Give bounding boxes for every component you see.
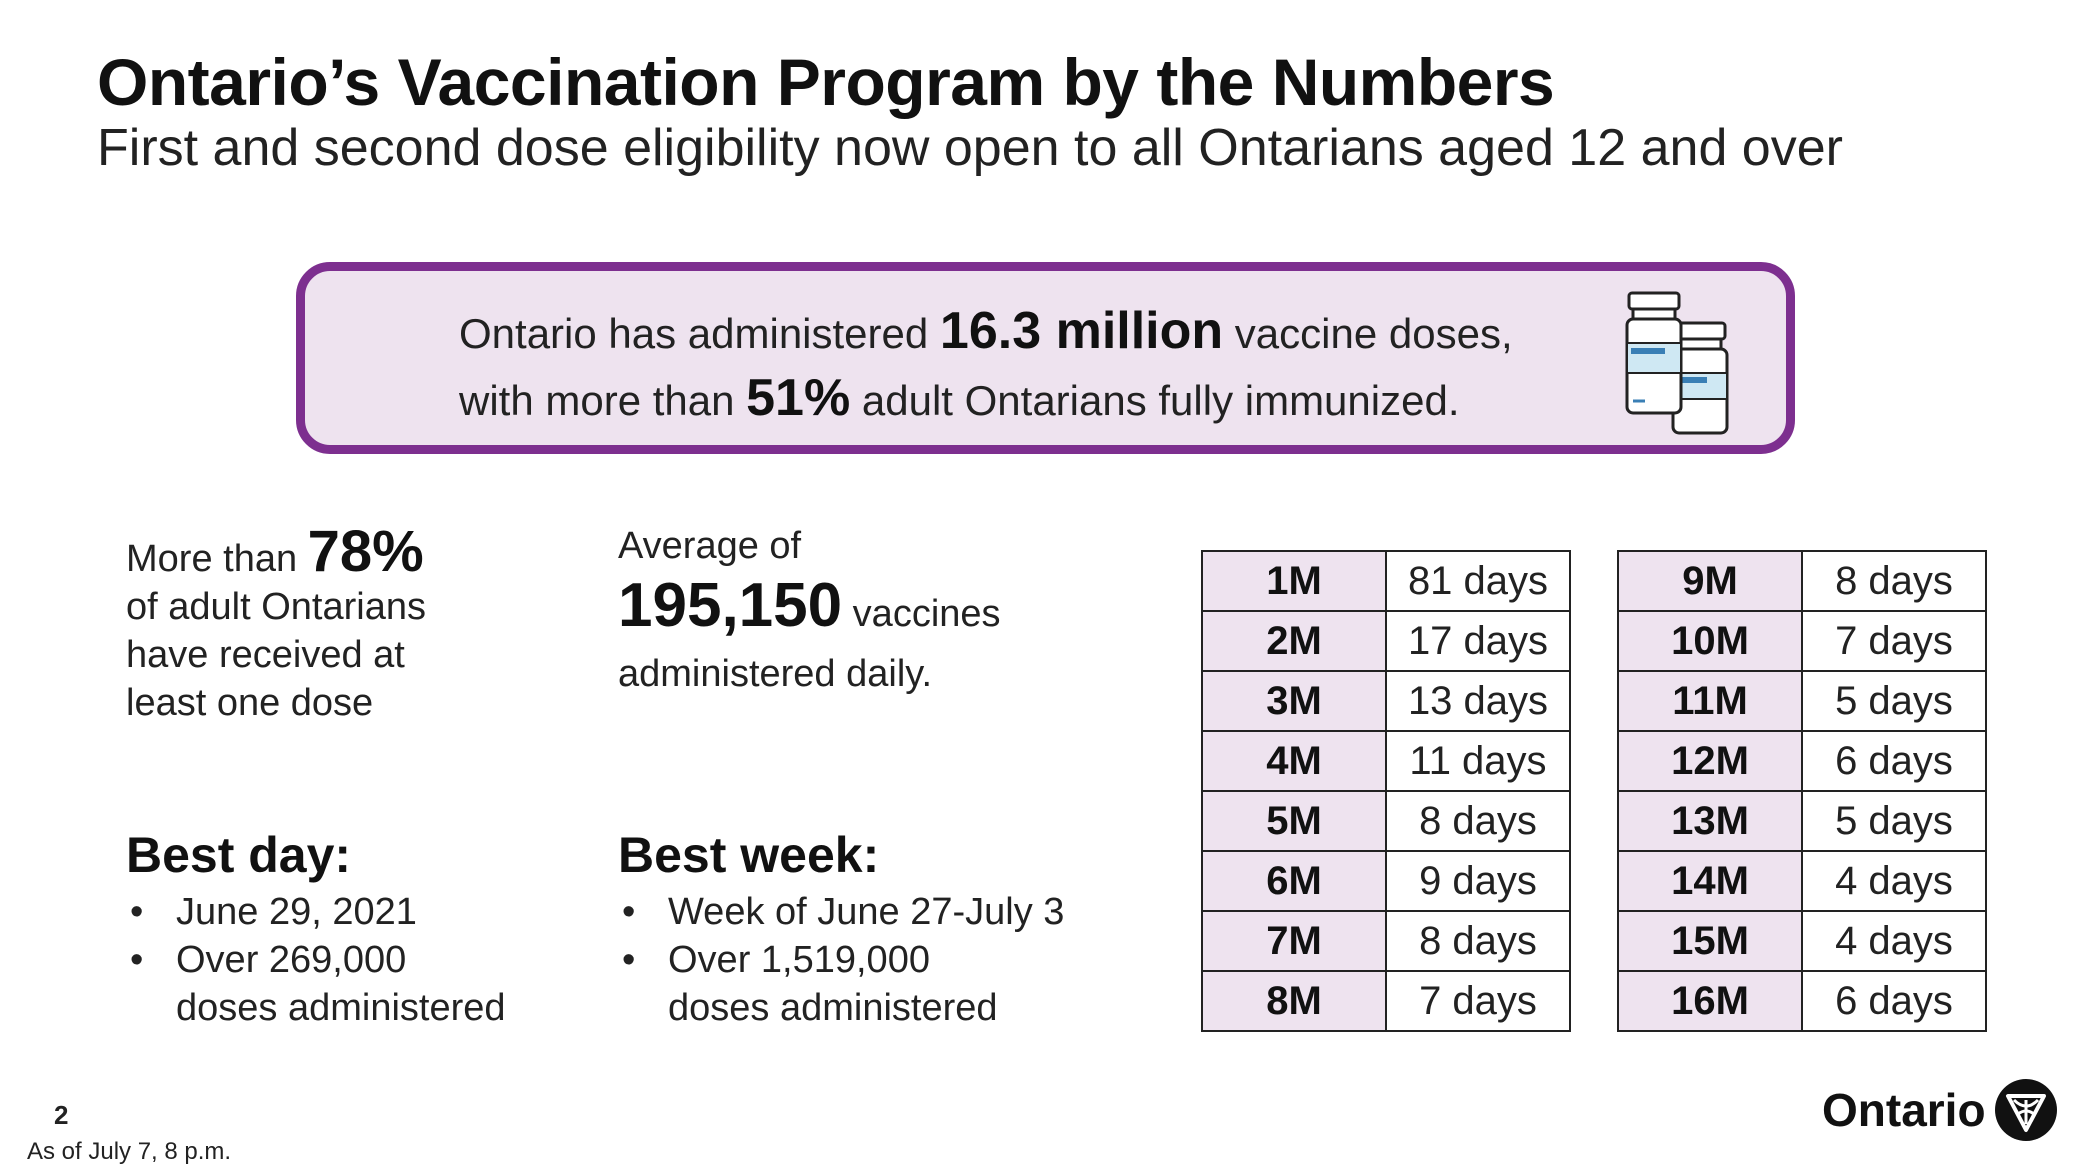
list-item: • Over 1,519,000 [622,939,930,981]
milestone-cell: 16M [1617,970,1803,1032]
page-title: Ontario’s Vaccination Program by the Num… [97,45,1555,119]
table-row: 2M 17 days [1201,610,1571,672]
list-item-continuation: doses administered [176,987,506,1029]
vaccine-vials-icon [1625,291,1729,435]
milestone-cell: 12M [1617,730,1803,792]
milestone-cell: 10M [1617,610,1803,672]
callout-text: Ontario has administered 16.3 million va… [459,299,1513,433]
table-row: 4M 11 days [1201,730,1571,792]
table-row: 6M 9 days [1201,850,1571,912]
days-cell: 5 days [1801,670,1987,732]
days-cell: 7 days [1801,610,1987,672]
average-daily-stat: Average of 195,150 vaccines administered… [618,525,1001,695]
table-row: 10M 7 days [1617,610,1987,672]
milestone-cell: 5M [1201,790,1387,852]
list-item: • Week of June 27-July 3 [622,891,1065,933]
milestone-table-right: 9M 8 days 10M 7 days 11M 5 days 12M 6 days 13M 5 … [1617,550,1987,1032]
logo-wordmark: Ontario [1822,1084,1986,1136]
table-row: 11M 5 days [1617,670,1987,732]
days-cell: 81 days [1385,550,1571,612]
average-daily-value: 195,150 [618,571,843,640]
days-cell: 6 days [1801,970,1987,1032]
page-subtitle: First and second dose eligibility now op… [97,119,1843,177]
summary-callout: Ontario has administered 16.3 million va… [296,262,1795,454]
fully-immunized-percent: 51% [746,369,851,427]
milestone-cell: 2M [1201,610,1387,672]
first-dose-percent: 78% [307,519,424,584]
table-row: 9M 8 days [1617,550,1987,612]
list-item-continuation: doses administered [668,987,998,1029]
milestone-cell: 15M [1617,910,1803,972]
milestone-cell: 11M [1617,670,1803,732]
milestone-cell: 8M [1201,970,1387,1032]
days-cell: 7 days [1385,970,1571,1032]
days-cell: 9 days [1385,850,1571,912]
trillium-icon [1994,1079,2057,1141]
days-cell: 13 days [1385,670,1571,732]
milestone-cell: 9M [1617,550,1803,612]
callout-line-2: with more than 51% adult Ontarians fully… [459,369,1460,427]
first-dose-stat: More than 78% of adult Ontarians have re… [126,519,426,725]
milestone-cell: 1M [1201,550,1387,612]
table-row: 15M 4 days [1617,910,1987,972]
table-row: 5M 8 days [1201,790,1571,852]
best-week-heading: Best week: [618,827,880,883]
callout-line-1: Ontario has administered 16.3 million va… [459,302,1513,360]
days-cell: 6 days [1801,730,1987,792]
table-row: 14M 4 days [1617,850,1987,912]
days-cell: 8 days [1801,550,1987,612]
days-cell: 17 days [1385,610,1571,672]
table-row: 13M 5 days [1617,790,1987,852]
days-cell: 5 days [1801,790,1987,852]
table-row: 16M 6 days [1617,970,1987,1032]
doses-total: 16.3 million [939,302,1224,360]
list-item: • Over 269,000 [130,939,407,981]
best-week-list: • Week of June 27-July 3 • Over 1,519,000 … [618,888,1064,1032]
page-number: 2 [54,1100,69,1130]
table-row: 7M 8 days [1201,910,1571,972]
table-row: 8M 7 days [1201,970,1571,1032]
best-day-list: • June 29, 2021 • Over 269,000 doses admin… [126,888,506,1032]
list-item: • June 29, 2021 [130,891,417,933]
days-cell: 8 days [1385,910,1571,972]
milestone-cell: 13M [1617,790,1803,852]
table-row: 12M 6 days [1617,730,1987,792]
ontario-logo: Ontario [1822,1078,2058,1142]
days-cell: 4 days [1801,850,1987,912]
milestone-table-left: 1M 81 days 2M 17 days 3M 13 days 4M 11 days 5M 8 … [1201,550,1571,1032]
days-cell: 8 days [1385,790,1571,852]
as-of-note: As of July 7, 8 p.m. [27,1138,232,1165]
days-cell: 4 days [1801,910,1987,972]
table-row: 3M 13 days [1201,670,1571,732]
table-row: 1M 81 days [1201,550,1571,612]
milestone-cell: 14M [1617,850,1803,912]
milestone-cell: 3M [1201,670,1387,732]
milestone-cell: 7M [1201,910,1387,972]
milestone-cell: 6M [1201,850,1387,912]
milestone-cell: 4M [1201,730,1387,792]
days-cell: 11 days [1385,730,1571,792]
best-day-heading: Best day: [126,827,352,883]
